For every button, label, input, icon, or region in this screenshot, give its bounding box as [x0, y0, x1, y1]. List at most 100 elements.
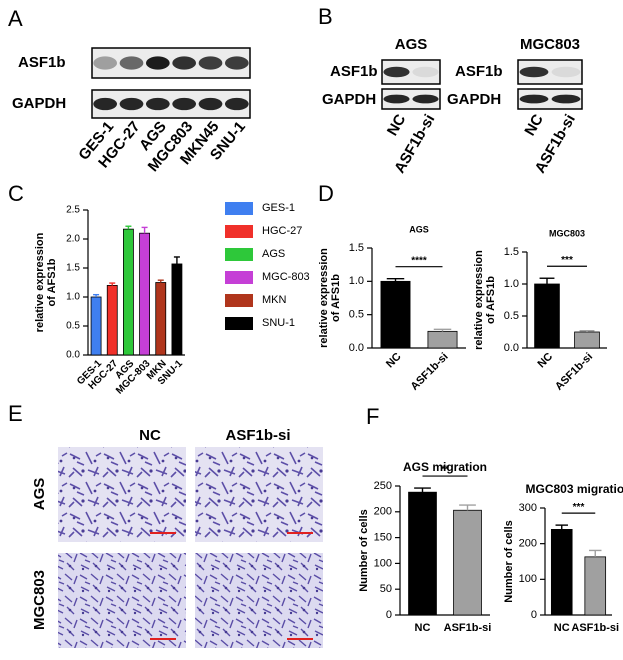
y-tick-label: 200 [374, 506, 392, 518]
chart-title: AGS migration [403, 460, 487, 474]
y-tick-label: 0.0 [349, 342, 364, 354]
row-label: ASF1b [455, 63, 503, 80]
y-tick-label: 0 [531, 609, 537, 621]
row-label: MGC803 [31, 570, 48, 630]
y-tick-label: 1.0 [504, 278, 519, 290]
blot-band [172, 97, 197, 111]
micrograph [195, 447, 323, 542]
panel-label: F [366, 404, 379, 429]
legend-swatch [225, 294, 253, 307]
micrograph [58, 553, 186, 648]
y-axis-label: relative expression [318, 248, 330, 348]
legend-label: GES-1 [262, 202, 295, 214]
y-tick-label: 1.0 [349, 275, 364, 287]
column-label: NC [139, 427, 161, 444]
blot-band [172, 56, 197, 70]
y-tick-label: 150 [374, 532, 392, 544]
lane-label: NC [384, 111, 410, 138]
y-tick-label: 0.0 [504, 342, 519, 354]
y-axis-label: relative expression [473, 250, 485, 350]
y-axis-label: of AFS1b [485, 276, 497, 324]
bar [90, 296, 102, 356]
y-tick-label: 1.5 [504, 246, 519, 258]
blot-band [119, 97, 144, 111]
x-tick-label: ASF1b-si [408, 351, 450, 393]
legend-label: AGS [262, 248, 285, 260]
blot-band [198, 97, 223, 111]
blot-band [383, 94, 410, 104]
row-label: ASF1b [330, 63, 378, 80]
bar [584, 556, 607, 616]
legend-label: HGC-27 [262, 225, 302, 237]
bar [427, 330, 458, 349]
blot-band [145, 97, 170, 111]
blot-band [145, 56, 170, 70]
blot-band [383, 66, 410, 78]
bar [155, 282, 167, 356]
y-tick-label: 2.0 [66, 234, 80, 245]
row-label: GAPDH [12, 95, 66, 112]
y-tick-label: 1.0 [66, 292, 80, 303]
panel-label: B [318, 4, 333, 29]
blot-band [119, 56, 144, 70]
bar [171, 263, 183, 356]
legend-label: MGC-803 [262, 271, 310, 283]
x-tick-label: NC [554, 622, 570, 634]
row-label: GAPDH [447, 91, 501, 108]
legend-swatch [225, 317, 253, 330]
legend-swatch [225, 248, 253, 261]
row-label: GAPDH [322, 91, 376, 108]
bar [106, 284, 118, 356]
y-axis-label: Number of cells [503, 520, 515, 603]
y-tick-label: 0.5 [504, 310, 519, 322]
legend-label: SNU-1 [262, 317, 295, 329]
lane-label: NC [521, 111, 547, 138]
panel-label: C [8, 181, 24, 206]
x-tick-label: NC [535, 351, 555, 371]
y-tick-label: 250 [374, 480, 392, 492]
blot-frame [517, 88, 583, 110]
row-label: AGS [31, 478, 48, 511]
bar [380, 280, 411, 349]
legend-swatch [225, 225, 253, 238]
significance: ** [441, 465, 449, 476]
chart-title: AGS [409, 224, 429, 234]
y-axis-label: of AFS1b [46, 258, 58, 306]
panel-label: E [8, 401, 23, 426]
y-tick-label: 0.5 [349, 309, 364, 321]
panel-label: A [8, 6, 23, 31]
chart-title: MGC803 migration [525, 482, 623, 496]
column-label: ASF1b-si [225, 427, 290, 444]
blot-band [93, 97, 118, 111]
blot-frame [381, 88, 441, 110]
blot-band [224, 97, 249, 111]
bar [453, 509, 482, 616]
bar [550, 529, 573, 616]
y-tick-label: 1.5 [349, 242, 364, 254]
micrograph [195, 553, 323, 648]
y-tick-label: 100 [519, 573, 537, 585]
x-tick-label: ASF1b-si [444, 622, 492, 634]
y-tick-label: 300 [519, 502, 537, 514]
blot-band [412, 94, 439, 104]
x-tick-label: NC [415, 622, 431, 634]
legend-swatch [225, 202, 253, 215]
blot-band [519, 66, 549, 78]
significance: *** [573, 502, 585, 513]
blot-band [412, 66, 439, 78]
blot-frame [91, 89, 251, 119]
y-tick-label: 0.5 [66, 321, 80, 332]
y-axis-label: relative expression [34, 232, 46, 332]
y-tick-label: 50 [380, 583, 392, 595]
blot-band [551, 66, 581, 78]
y-axis-label: of AFS1b [330, 274, 342, 322]
row-label: ASF1b [18, 54, 66, 71]
x-tick-label: ASF1b-si [571, 622, 619, 634]
significance: *** [561, 255, 573, 266]
significance: **** [411, 255, 427, 266]
chart-title: MGC803 [549, 228, 585, 238]
bar [574, 331, 600, 349]
y-tick-label: 200 [519, 538, 537, 550]
panel-label: D [318, 181, 334, 206]
